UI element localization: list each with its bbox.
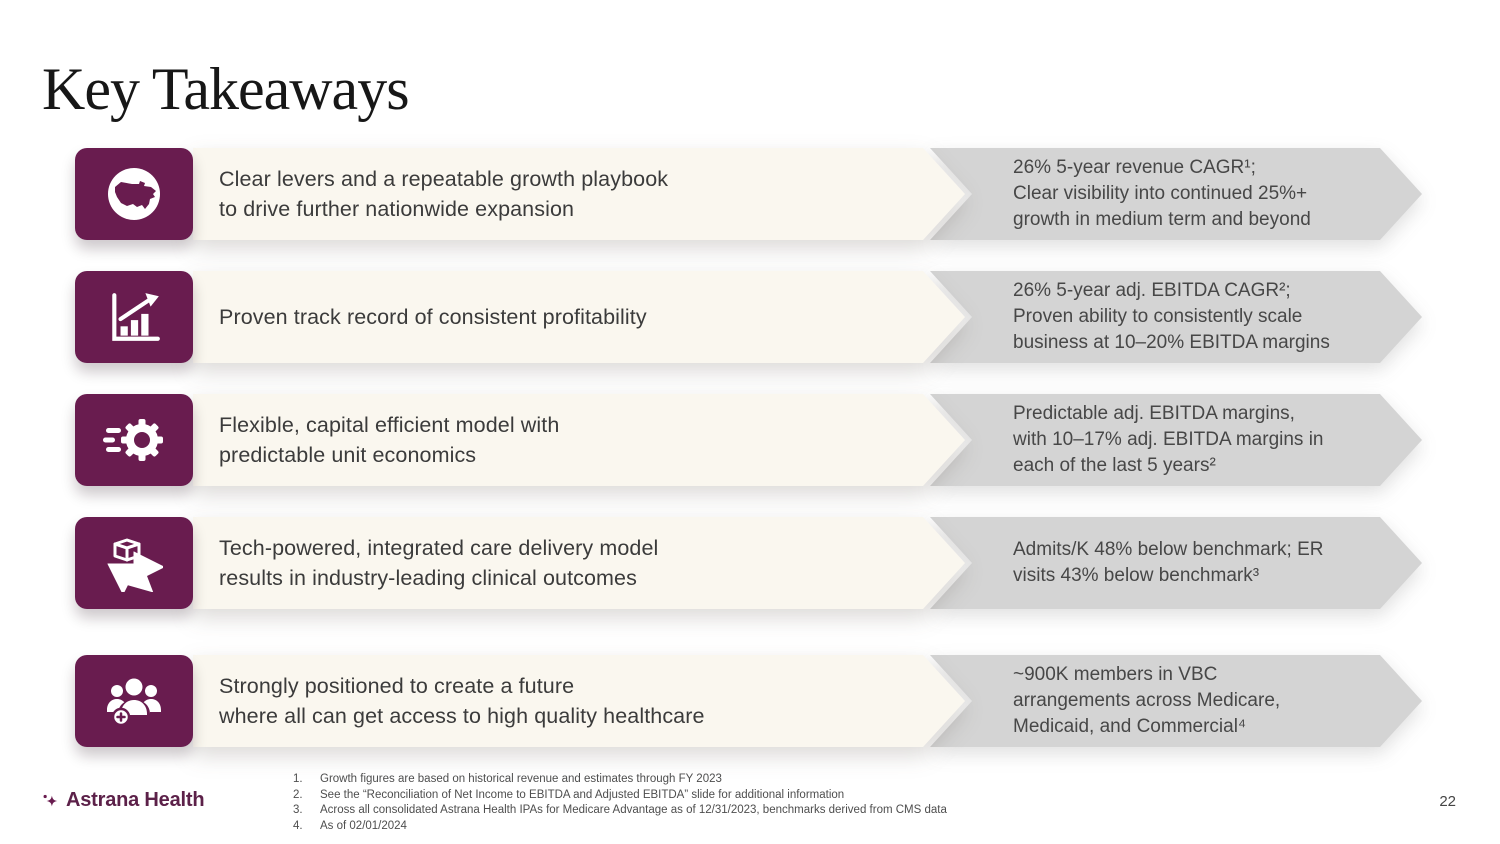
takeaway-row: Flexible, capital efficient model with p… — [0, 394, 1500, 486]
page-title: Key Takeaways — [42, 56, 410, 122]
takeaway-text: Flexible, capital efficient model with p… — [219, 413, 560, 467]
takeaway-row: Proven track record of consistent profit… — [0, 271, 1500, 363]
people-group-icon — [104, 674, 164, 728]
stat-arrow: 26% 5-year revenue CAGR¹; Clear visibili… — [930, 148, 1422, 240]
footnote: 4. As of 02/01/2024 — [293, 820, 947, 832]
growth-chart-icon — [105, 288, 163, 346]
takeaway-banner: Clear levers and a repeatable growth pla… — [193, 148, 965, 240]
stat-text: ~900K members in VBC arrangements across… — [1013, 664, 1281, 737]
stat-text: Predictable adj. EBITDA margins, with 10… — [1013, 403, 1324, 476]
takeaway-banner: Proven track record of consistent profit… — [193, 271, 965, 363]
stat-text: 26% 5-year revenue CAGR¹; Clear visibili… — [1013, 157, 1311, 230]
stat-text: Admits/K 48% below benchmark; ER visits … — [1013, 539, 1324, 586]
takeaway-banner: Tech-powered, integrated care delivery m… — [193, 517, 965, 609]
takeaway-icon-box — [75, 517, 193, 609]
takeaway-text: Clear levers and a repeatable growth pla… — [219, 167, 669, 221]
footnotes: 1. Growth figures are based on historica… — [293, 773, 947, 835]
astrana-logo-icon — [42, 792, 60, 810]
stat-arrow: Predictable adj. EBITDA margins, with 10… — [930, 394, 1422, 486]
stat-arrow: 26% 5-year adj. EBITDA CAGR²; Proven abi… — [930, 271, 1422, 363]
footnote-number: 3. — [293, 804, 303, 816]
footnote-text: Across all consolidated Astrana Health I… — [320, 804, 947, 816]
takeaway-row: Tech-powered, integrated care delivery m… — [0, 517, 1500, 609]
footnote: 1. Growth figures are based on historica… — [293, 773, 947, 785]
efficiency-gear-icon — [102, 414, 166, 466]
takeaway-text: Tech-powered, integrated care delivery m… — [219, 536, 659, 590]
page-number: 22 — [1439, 793, 1456, 810]
takeaway-row: Strongly positioned to create a future w… — [0, 655, 1500, 747]
astrana-logo-text: Astrana Health — [66, 789, 205, 811]
footnote-number: 4. — [293, 819, 303, 832]
stat-arrow: ~900K members in VBC arrangements across… — [930, 655, 1422, 747]
stat-arrow: Admits/K 48% below benchmark; ER visits … — [930, 517, 1422, 609]
takeaway-icon-box — [75, 655, 193, 747]
astrana-logo: Astrana Health — [42, 789, 205, 812]
footnote-number: 1. — [293, 773, 303, 785]
footnote-text: See the “Reconciliation of Net Income to… — [320, 788, 845, 801]
takeaway-icon-box — [75, 271, 193, 363]
takeaway-icon-box — [75, 394, 193, 486]
takeaway-banner: Flexible, capital efficient model with p… — [193, 394, 965, 486]
takeaway-text: Strongly positioned to create a future w… — [219, 674, 705, 728]
stat-text: 26% 5-year adj. EBITDA CAGR²; Proven abi… — [1013, 280, 1330, 353]
takeaway-banner: Strongly positioned to create a future w… — [193, 655, 965, 747]
footnote: 3. Across all consolidated Astrana Healt… — [293, 804, 947, 816]
footnote-text: Growth figures are based on historical r… — [320, 773, 722, 785]
usa-map-icon — [105, 165, 163, 223]
footnote-number: 2. — [293, 788, 303, 801]
footnote-text: As of 02/01/2024 — [320, 819, 407, 832]
takeaway-text: Proven track record of consistent profit… — [219, 305, 647, 329]
footnote: 2. See the “Reconciliation of Net Income… — [293, 789, 947, 801]
takeaway-icon-box — [75, 148, 193, 240]
integrated-delivery-icon — [105, 534, 163, 592]
takeaway-row: Clear levers and a repeatable growth pla… — [0, 148, 1500, 240]
